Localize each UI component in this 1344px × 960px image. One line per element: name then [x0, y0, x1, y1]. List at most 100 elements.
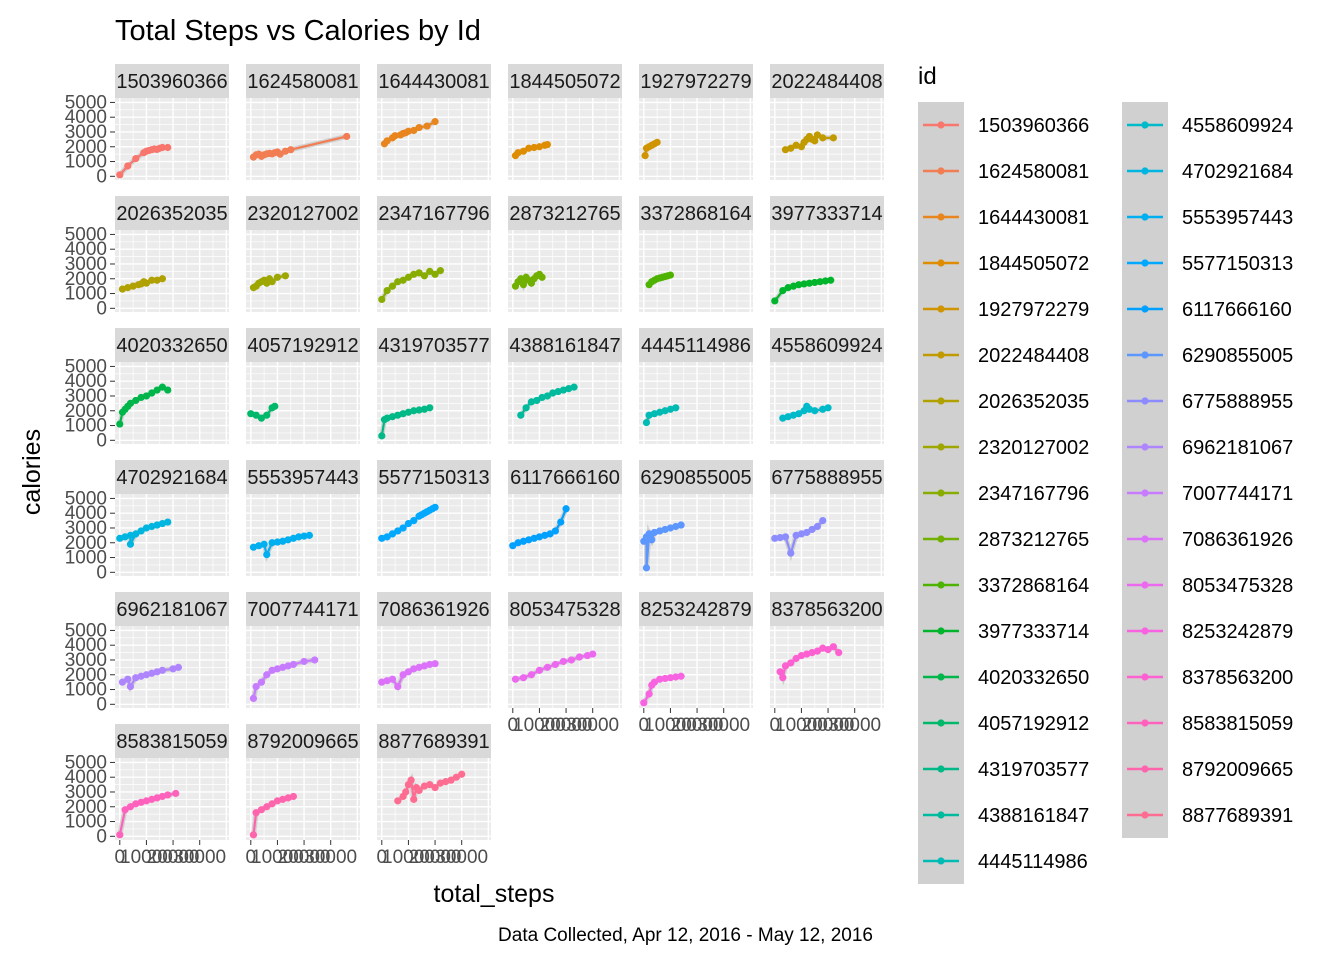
y-tick-label: 3000 [65, 386, 107, 407]
chart-title: Total Steps vs Calories by Id [115, 15, 481, 47]
facet-strip-label: 8877689391 [378, 731, 489, 753]
data-point [257, 678, 266, 686]
data-point [273, 538, 282, 546]
data-point [116, 831, 124, 839]
data-point [642, 418, 651, 427]
facet-strip [377, 592, 491, 626]
legend-key-point [1141, 535, 1149, 543]
x-tick-label: 20000 [147, 847, 200, 868]
facet-strip [115, 64, 229, 98]
y-tick-label: 5000 [65, 92, 107, 113]
facet-plot-background [639, 494, 753, 576]
data-point [779, 286, 787, 295]
facet-data [249, 132, 351, 161]
legend-item: 4702921684 [1127, 161, 1293, 183]
data-point [509, 542, 517, 550]
facet-panel: 5577150313 [377, 460, 491, 576]
data-point [543, 663, 552, 671]
legend-item: 2873212765 [923, 529, 1089, 551]
data-point [641, 152, 649, 160]
data-point [557, 518, 565, 526]
legend-label: 4319703577 [978, 759, 1089, 781]
facet-data [116, 518, 172, 548]
facet-strip-label: 8378563200 [771, 599, 882, 621]
facet-data [642, 404, 680, 427]
data-point [415, 406, 423, 414]
facet-panel: 4388161847 [508, 328, 622, 444]
legend-label: 4020332650 [978, 667, 1089, 689]
data-point [677, 672, 685, 680]
facet-strip [639, 328, 753, 362]
y-tick-label: 3000 [65, 254, 107, 275]
legend-label: 8583815059 [1182, 713, 1293, 735]
data-point [559, 657, 568, 666]
facet-strip-label: 4057192912 [247, 335, 358, 357]
data-point [452, 773, 460, 781]
facet-panel: 1644430081 [377, 64, 491, 180]
facet-strip [246, 724, 360, 758]
legend-label: 4057192912 [978, 713, 1089, 735]
data-point [252, 682, 260, 691]
legend-key-point [937, 213, 945, 221]
data-point [410, 407, 418, 415]
data-point [519, 674, 528, 682]
data-point [271, 402, 279, 410]
facet-panel: 3977333714 [770, 196, 884, 312]
facet-strip-label: 4388161847 [509, 335, 620, 357]
legend-key-point [1141, 673, 1149, 681]
data-point [519, 281, 528, 289]
legend-key-point [937, 535, 945, 543]
x-tick-label: 30000 [697, 715, 750, 736]
data-point [447, 776, 455, 784]
data-point [137, 527, 145, 535]
data-point [787, 549, 795, 557]
facet-panel: 7086361926 [377, 592, 491, 708]
facet-data [378, 503, 439, 542]
data-point [567, 656, 575, 664]
data-point [575, 653, 583, 661]
facet-strip [770, 196, 884, 230]
data-point [816, 278, 824, 286]
data-point [805, 279, 814, 287]
facet-data [378, 267, 444, 304]
legend-label: 7086361926 [1182, 529, 1293, 551]
legend-item: 2320127002 [923, 437, 1089, 459]
grid-lines [639, 362, 753, 444]
x-tick-label: 10000 [251, 847, 304, 868]
x-tick-label: 20000 [409, 847, 462, 868]
facet-strip [115, 328, 229, 362]
data-point [546, 530, 554, 538]
facet-data [511, 270, 546, 292]
data-point [517, 411, 525, 419]
legend-key-point [1141, 719, 1149, 727]
facet-data [517, 383, 578, 419]
data-point [771, 297, 779, 305]
facet-plot-background [115, 758, 229, 840]
grid-lines [377, 230, 491, 312]
data-point [426, 404, 434, 412]
legend-key-point [1141, 581, 1149, 589]
legend-label: 6117666160 [1182, 299, 1292, 321]
legend-key-background [1122, 102, 1168, 838]
y-tick-label: 2000 [65, 401, 107, 422]
x-tick-label: 10000 [644, 715, 697, 736]
facet-strip-label: 2873212765 [509, 203, 620, 225]
y-tick-label: 2000 [65, 797, 107, 818]
facet-plot-background [639, 362, 753, 444]
data-point [394, 682, 402, 691]
legend-item: 1927972279 [923, 299, 1089, 321]
data-point [257, 806, 266, 814]
x-tick-label: 30000 [304, 847, 357, 868]
data-point [391, 132, 399, 140]
legend-key-point [1141, 811, 1149, 819]
facet-panel: 7007744171 [246, 592, 360, 708]
facet-strip [115, 196, 229, 230]
data-point [404, 273, 413, 281]
data-point [829, 134, 837, 142]
legend-key-point [937, 673, 945, 681]
data-point [116, 420, 124, 428]
legend-label: 1624580081 [978, 161, 1089, 183]
legend-key-point [1141, 627, 1149, 635]
